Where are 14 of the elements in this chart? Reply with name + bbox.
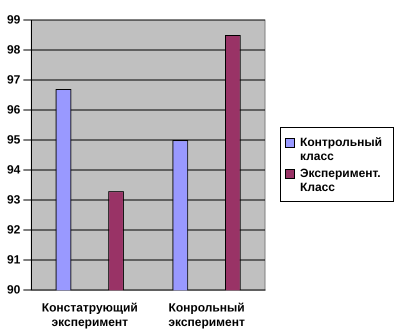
y-tick-label: 97 [6, 72, 21, 86]
y-tick-label: 98 [6, 42, 21, 56]
legend-label: Контрольный класс [300, 135, 384, 163]
y-tick-label: 92 [6, 222, 21, 236]
y-tick-label: 90 [6, 282, 21, 297]
y-tick-label: 95 [6, 132, 21, 146]
y-tick-label: 94 [6, 162, 21, 176]
y-tick-label: 96 [6, 102, 21, 116]
x-tick-label: Констатрующий эксперимент [42, 300, 138, 330]
y-tick-label: 91 [6, 252, 21, 266]
x-tick-label: Конрольный эксперимент [168, 300, 245, 330]
y-tick-label: 99 [6, 12, 21, 26]
y-tick-label: 93 [6, 192, 21, 206]
legend-label: Эксперимент. Класс [300, 166, 382, 194]
